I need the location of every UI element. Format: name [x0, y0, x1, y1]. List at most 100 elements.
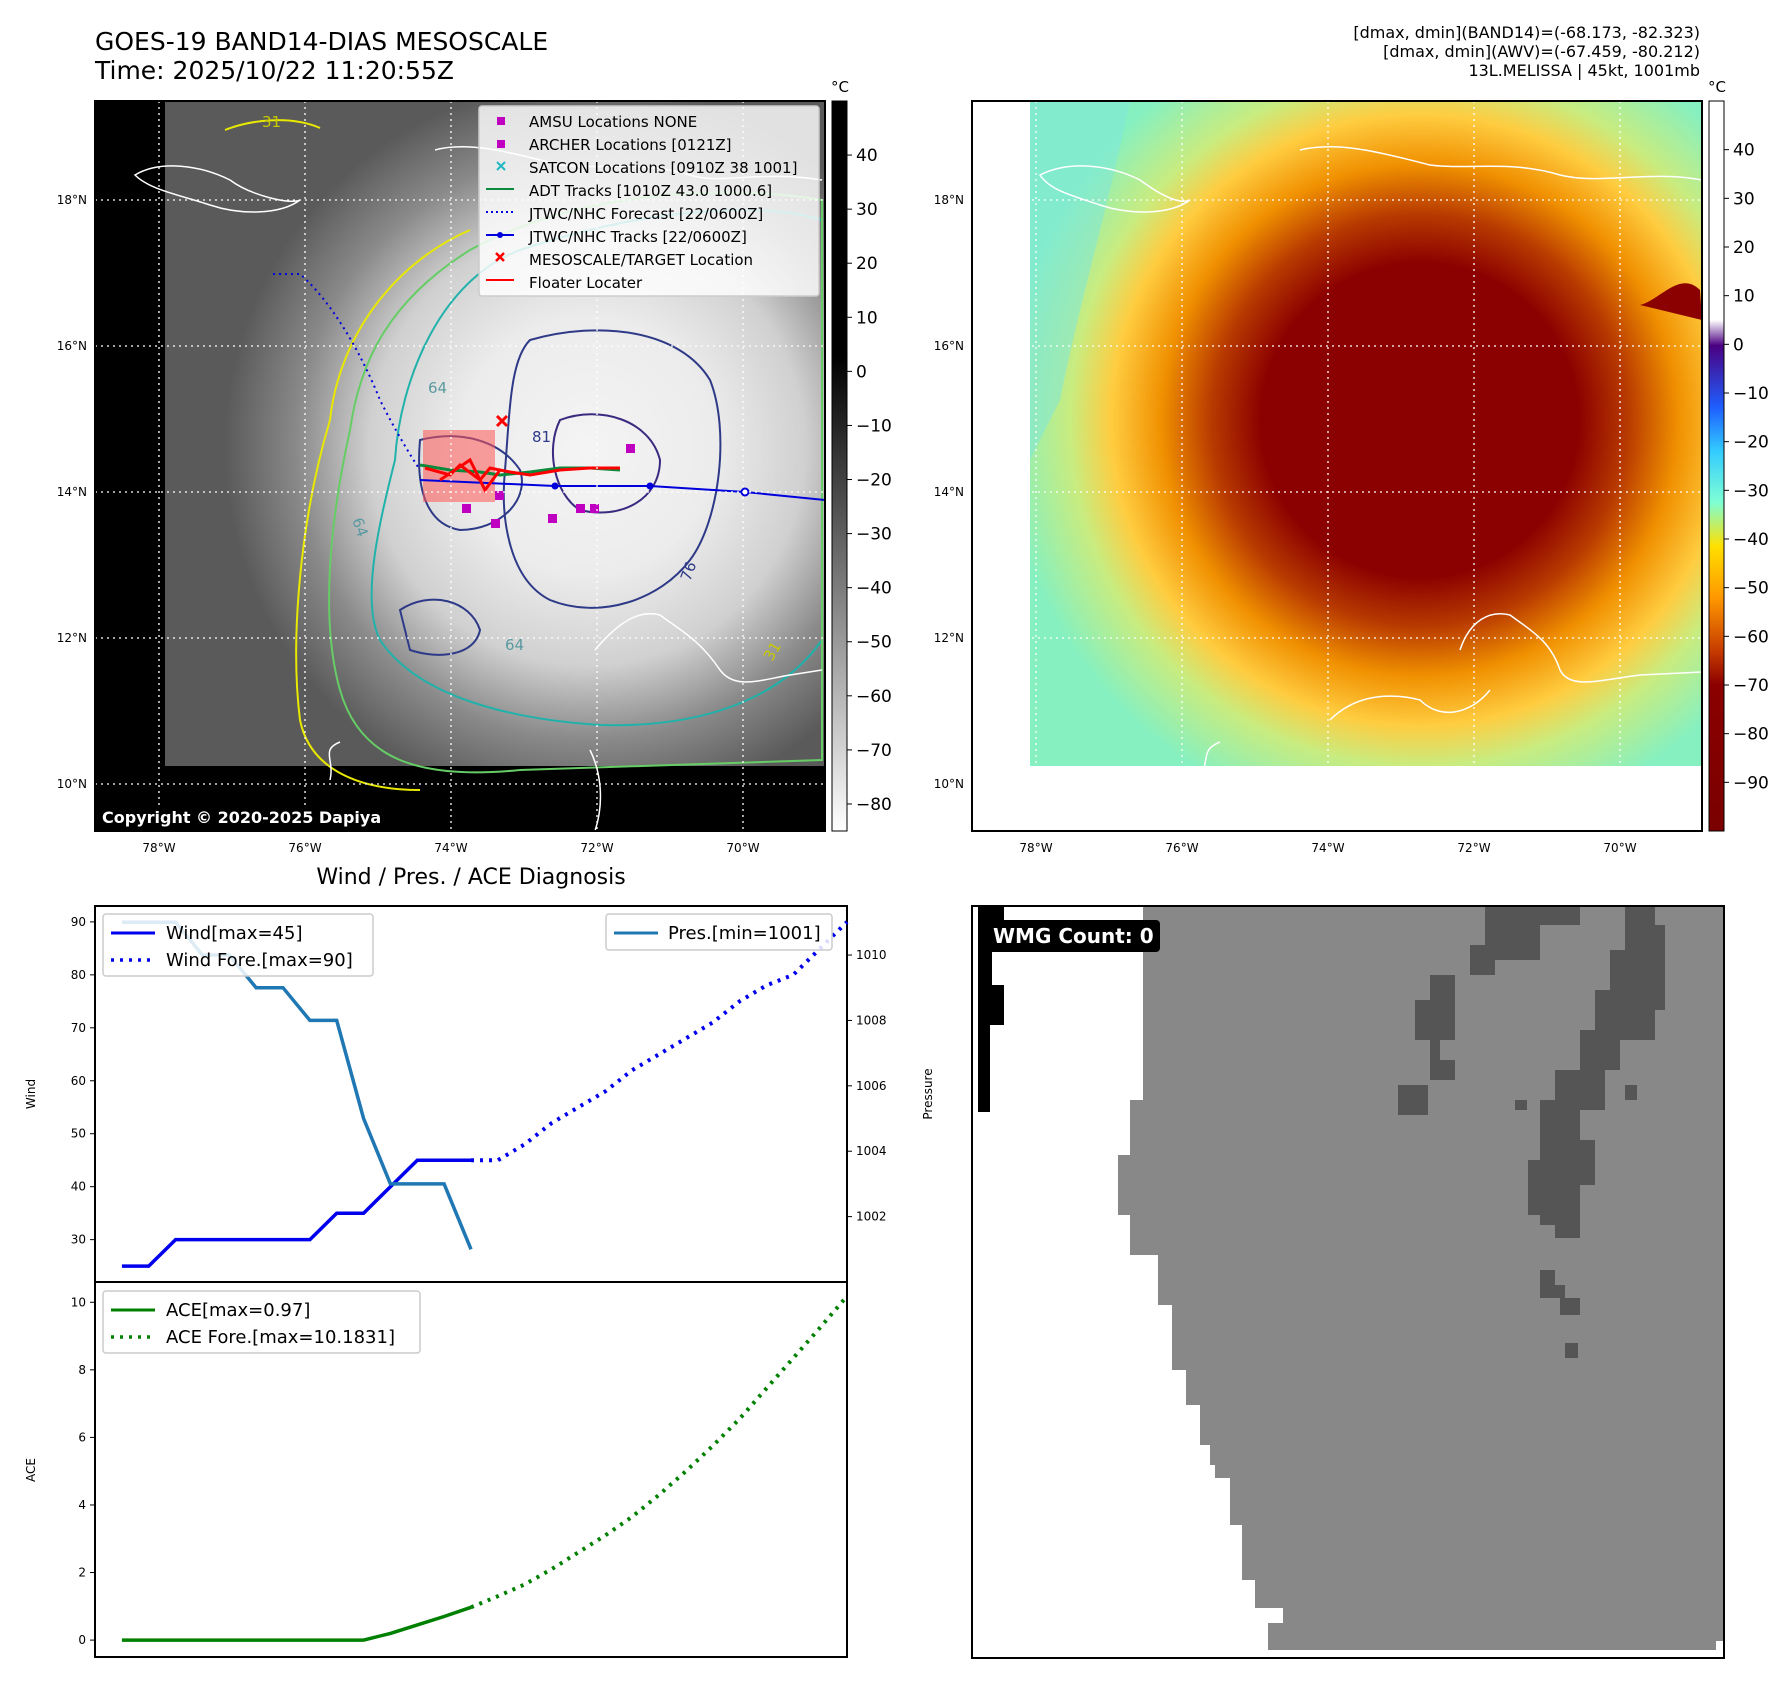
map2-lat-ticks: 18°N 16°N 14°N 12°N 10°N — [934, 193, 964, 791]
contour-label: 64 — [348, 515, 371, 539]
y-tick-label: 6 — [78, 1430, 86, 1444]
title-line-2: Time: 2025/10/22 11:20:55Z — [95, 56, 454, 85]
colorbar1-unit: °C — [831, 78, 849, 96]
legend-wind-forecast: Wind Fore.[max=90] — [166, 950, 353, 971]
svg-text:18°N: 18°N — [934, 193, 964, 207]
colorbar2-tick-label: 20 — [1733, 238, 1755, 258]
svg-text:74°W: 74°W — [1311, 841, 1344, 855]
svg-text:70°W: 70°W — [1603, 841, 1636, 855]
wind-pressure-plot: 30 40 50 60 70 80 90 1002 1004 1006 1008 1010 — [71, 915, 887, 1268]
contour-76 — [502, 329, 722, 609]
storm-info-text: 13L.MELISSA | 45kt, 1001mb — [1468, 61, 1700, 80]
legend-floater: Floater Locater — [529, 274, 643, 292]
colorbar1-ticks: 40 30 20 10 0 −10 −20 −30 −40 −50 −60 −70 −80 — [847, 146, 892, 815]
legend-ace-forecast: ACE Fore.[max=10.1831] — [166, 1327, 395, 1348]
colorbar1-tick-label: 20 — [856, 254, 878, 274]
y-tick-label: 10 — [71, 1295, 86, 1309]
contour-label: 64 — [505, 636, 524, 654]
colorbar1-tick-label: −10 — [856, 416, 892, 436]
title-line-1: GOES-19 BAND14-DIAS MESOSCALE — [95, 27, 549, 56]
band14-range-text: [dmax, dmin](BAND14)=(-68.173, -82.323) — [1353, 23, 1700, 42]
colorbar2-tick-label: 30 — [1733, 189, 1755, 209]
colorbar1-tick-label: −80 — [856, 795, 892, 815]
colorbar2-tick-label: −80 — [1733, 725, 1769, 745]
y-tick-label: 50 — [71, 1127, 86, 1141]
wind-axis-label: Wind — [24, 1079, 38, 1109]
legend-ace: ACE[max=0.97] — [166, 1300, 310, 1321]
legend-amsu: AMSU Locations NONE — [529, 113, 697, 131]
svg-text:14°N: 14°N — [57, 485, 87, 499]
series-line — [121, 1158, 471, 1268]
y2-tick-label: 1004 — [856, 1144, 887, 1158]
colorbar1-tick-label: −20 — [856, 471, 892, 491]
colorbar1-tick-label: 40 — [856, 146, 878, 166]
y2-tick-label: 1006 — [856, 1079, 887, 1093]
legend-jtwc-forecast: JTWC/NHC Forecast [22/0600Z] — [528, 205, 763, 223]
y2-tick-label: 1008 — [856, 1013, 887, 1027]
wmg-black-region — [972, 906, 1004, 1112]
map1-lon-ticks: 78°W 76°W 74°W 72°W 70°W — [142, 841, 759, 855]
wmg-frame — [971, 905, 1725, 1659]
y-tick-label: 4 — [78, 1498, 86, 1512]
series-line — [470, 1294, 849, 1610]
wmg-panel — [972, 906, 1724, 1658]
wmg-count-label: WMG Count: 0 — [987, 920, 1160, 952]
awv-field — [1030, 101, 1702, 766]
contour-label: 64 — [428, 379, 447, 397]
svg-text:76°W: 76°W — [1165, 841, 1198, 855]
legend-wind: Wind[max=45] — [166, 923, 303, 944]
svg-text:14°N: 14°N — [934, 485, 964, 499]
pressure-legend: Pres.[min=1001] — [605, 913, 833, 951]
map2-lon-ticks: 78°W 76°W 74°W 72°W 70°W — [1019, 841, 1636, 855]
copyright-label: Copyright © 2020-2025 Dapiya — [96, 805, 388, 830]
y-tick-label: 40 — [71, 1180, 86, 1194]
y-tick-label: 60 — [71, 1074, 86, 1088]
svg-text:12°N: 12°N — [57, 631, 87, 645]
band14-colorbar — [831, 100, 848, 832]
svg-text:78°W: 78°W — [1019, 841, 1052, 855]
diagnosis-title: Wind / Pres. / ACE Diagnosis — [316, 865, 625, 890]
svg-text:70°W: 70°W — [726, 841, 759, 855]
map1-lat-ticks: 18°N 16°N 14°N 12°N 10°N — [57, 193, 87, 791]
colorbar2-tick-label: −20 — [1733, 433, 1769, 453]
pressure-axis-label: Pressure — [921, 1068, 935, 1119]
y-tick-label: 80 — [71, 968, 86, 982]
colorbar1-tick-label: −50 — [856, 633, 892, 653]
ace-plot-frame — [94, 1281, 848, 1658]
colorbar2-tick-label: −10 — [1733, 384, 1769, 404]
colorbar1-tick-label: −60 — [856, 687, 892, 707]
colorbar2-tick-label: 0 — [1733, 335, 1744, 355]
colorbar2-tick-label: −90 — [1733, 773, 1769, 793]
target-location-marker — [495, 414, 509, 428]
svg-text:10°N: 10°N — [934, 777, 964, 791]
dmax-dmin-info: [dmax, dmin](BAND14)=(-68.173, -82.323) … — [1353, 23, 1700, 80]
contour-31 — [295, 229, 471, 791]
colorbar2-tick-label: −60 — [1733, 627, 1769, 647]
contour-label: 81 — [532, 428, 551, 446]
colorbar1-tick-label: 10 — [856, 308, 878, 328]
colorbar1-tick-label: 0 — [856, 362, 867, 382]
colorbar2-unit: °C — [1708, 78, 1726, 96]
colorbar2-tick-label: −30 — [1733, 481, 1769, 501]
legend-target: MESOSCALE/TARGET Location — [529, 251, 753, 269]
wmg-cold-region — [1415, 906, 1580, 1080]
colorbar2-tick-label: −50 — [1733, 579, 1769, 599]
y-tick-label: 2 — [78, 1566, 86, 1580]
colorbar2-tick-label: −70 — [1733, 676, 1769, 696]
series-line — [471, 920, 849, 1163]
svg-text:72°W: 72°W — [580, 841, 613, 855]
colorbar2-tick-label: −40 — [1733, 530, 1769, 550]
svg-text:78°W: 78°W — [142, 841, 175, 855]
y-tick-label: 70 — [71, 1021, 86, 1035]
south-america-coast — [594, 613, 823, 683]
ace-axis-label: ACE — [24, 1458, 38, 1482]
colorbar1-tick-label: −40 — [856, 579, 892, 599]
y-tick-label: 0 — [78, 1633, 86, 1647]
map1-legend: AMSU Locations NONE ARCHER Locations [01… — [478, 105, 820, 297]
ace-legend: ACE[max=0.97] ACE Fore.[max=10.1831] — [102, 1290, 421, 1354]
awv-colorbar — [1708, 100, 1725, 832]
svg-text:76°W: 76°W — [288, 841, 321, 855]
series-line — [121, 1605, 472, 1642]
wind-legend: Wind[max=45] Wind Fore.[max=90] — [102, 913, 374, 977]
svg-text:18°N: 18°N — [57, 193, 87, 207]
